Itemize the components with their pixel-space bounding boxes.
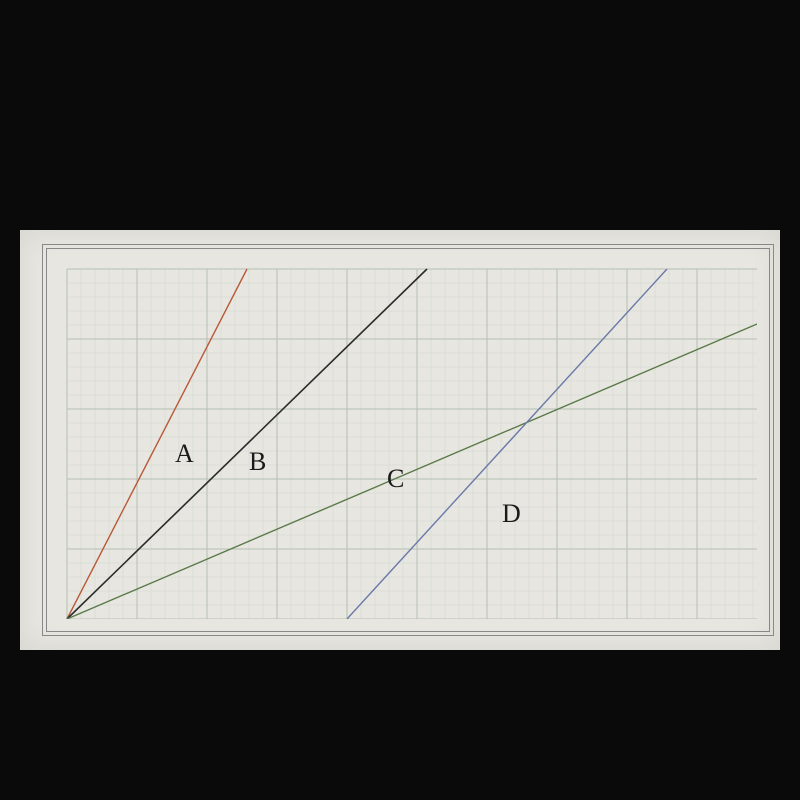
paper-sheet: A B C D [20, 230, 780, 650]
line-a [67, 269, 247, 619]
photo-frame: A B C D [20, 130, 780, 670]
label-d: D [502, 499, 521, 529]
line-c [67, 324, 757, 619]
label-b: B [249, 447, 266, 477]
chart-area: A B C D [57, 259, 759, 621]
chart-svg [57, 259, 757, 619]
label-a: A [175, 439, 194, 469]
line-d [347, 269, 667, 619]
line-b [67, 269, 427, 619]
outer-border: A B C D [42, 244, 774, 636]
label-c: C [387, 464, 404, 494]
inner-border: A B C D [46, 248, 770, 632]
